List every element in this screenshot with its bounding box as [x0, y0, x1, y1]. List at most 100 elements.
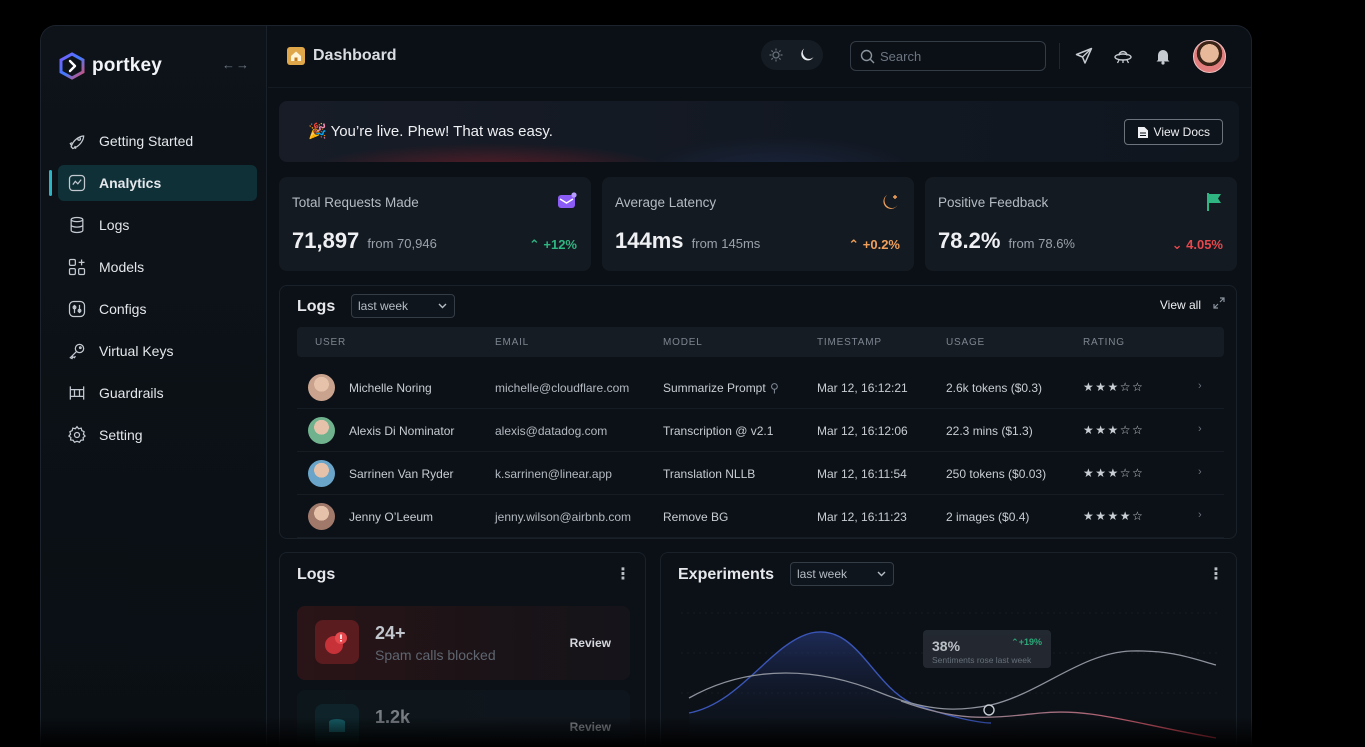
more-options-icon[interactable]: ⋮: [615, 566, 631, 583]
table-row[interactable]: Alexis Di Nominator alexis@datadog.com Tra…: [297, 409, 1224, 452]
sidebar-item-virtual-keys[interactable]: Virtual Keys: [58, 333, 257, 369]
header-divider: [1059, 43, 1060, 69]
expand-icon[interactable]: [1213, 297, 1225, 309]
view-all-link[interactable]: View all: [1159, 298, 1201, 312]
sidebar-item-logs[interactable]: Logs: [58, 207, 257, 243]
spam-alert-item[interactable]: 24+ Spam calls blocked Review: [297, 606, 630, 680]
bell-icon[interactable]: [1154, 47, 1172, 65]
sidebar-item-label: Logs: [99, 217, 130, 233]
user-avatar[interactable]: [1193, 40, 1226, 73]
document-icon: [1137, 126, 1148, 138]
stat-card-positive-feedback[interactable]: Positive Feedback 78.2% from 78.6% ⌄ 4.0…: [925, 177, 1237, 271]
usage: 22.3 mins ($1.3): [946, 424, 1033, 438]
chevron-right-icon[interactable]: ›: [1198, 423, 1202, 435]
sidebar-item-guardrails[interactable]: Guardrails: [58, 375, 257, 411]
chevron-down-icon: [877, 571, 886, 577]
column-header-user[interactable]: USER: [315, 337, 346, 348]
key-icon: [69, 343, 85, 360]
stat-delta-value: 4.05%: [1186, 237, 1223, 252]
guardrail-icon: [69, 386, 85, 400]
sidebar-item-models[interactable]: Models: [58, 249, 257, 285]
search-input[interactable]: [880, 48, 1030, 64]
grid-plus-icon: [68, 258, 86, 276]
experiments-title: Experiments: [678, 566, 775, 583]
logs-range-value: last week: [358, 299, 409, 313]
table-row[interactable]: Sarrinen Van Ryder k.sarrinen@linear.app T…: [297, 452, 1224, 495]
chevron-right-icon[interactable]: ›: [1198, 509, 1202, 521]
user-email: alexis@datadog.com: [495, 424, 608, 438]
moon-stars-icon: [883, 195, 898, 209]
table-row[interactable]: Michelle Noring michelle@cloudflare.com Su…: [297, 366, 1224, 409]
chevron-down-icon: [438, 303, 447, 309]
usage: 2 images ($0.4): [946, 510, 1030, 524]
chart-highlight-point[interactable]: [983, 704, 995, 716]
sidebar-item-getting-started[interactable]: Getting Started: [58, 123, 257, 159]
logs-table-title: Logs: [297, 298, 336, 315]
review-button[interactable]: Review: [569, 720, 611, 734]
tooltip-delta-value: +19%: [1018, 637, 1042, 647]
timestamp: Mar 12, 16:11:23: [817, 510, 907, 524]
logs-range-select[interactable]: last week: [351, 294, 455, 318]
sliders-icon: [68, 300, 86, 318]
stat-label: Total Requests Made: [292, 195, 419, 210]
user-email: michelle@cloudflare.com: [495, 381, 630, 395]
experiments-chart: [681, 612, 1221, 747]
stat-delta-value: +12%: [543, 237, 577, 252]
tooltip-delta: ⌃+19%: [1011, 637, 1042, 648]
brand-logo[interactable]: portkey: [58, 52, 162, 80]
stat-value-number: 144ms: [615, 228, 684, 253]
review-button[interactable]: Review: [569, 636, 611, 650]
sidebar-item-label: Configs: [99, 301, 147, 317]
sidebar-item-label: Virtual Keys: [99, 343, 174, 359]
column-header-timestamp[interactable]: TIMESTAMP: [817, 337, 882, 348]
avatar: [308, 417, 335, 444]
chevron-right-icon[interactable]: ›: [1198, 380, 1202, 392]
series-line-blue: [688, 631, 992, 724]
second-alert-item[interactable]: 1.2k Review: [297, 690, 630, 747]
database-icon: [315, 704, 359, 747]
column-header-rating[interactable]: RATING: [1083, 337, 1125, 348]
stat-label: Average Latency: [615, 195, 717, 210]
user-name: Jenny O’Leeum: [349, 510, 434, 524]
second-count: 1.2k: [375, 707, 411, 727]
theme-toggle[interactable]: [761, 40, 823, 70]
user-name: Alexis Di Nominator: [349, 424, 455, 438]
table-header: USER EMAIL MODEL TIMESTAMP USAGE RATING: [297, 327, 1224, 357]
experiments-card: Experiments last week ⋮ 38% ⌃+19% Sentim…: [660, 552, 1237, 747]
column-header-model[interactable]: MODEL: [663, 337, 703, 348]
stat-card-total-requests[interactable]: Total Requests Made 71,897 from 70,946 ⌃…: [279, 177, 591, 271]
collapse-sidebar-icon[interactable]: ←→: [222, 57, 250, 72]
pin-icon: ⚲: [770, 381, 779, 395]
stat-value-number: 71,897: [292, 228, 360, 253]
column-header-email[interactable]: EMAIL: [495, 337, 530, 348]
sidebar-item-label: Guardrails: [99, 385, 164, 401]
arrow-up-icon: ⌃: [528, 237, 540, 252]
sidebar-item-analytics[interactable]: Analytics: [49, 165, 257, 201]
stat-value: 144ms from 145ms: [615, 228, 760, 254]
banner-text: 🎉 You’re live. Phew! That was easy.: [308, 123, 553, 140]
stat-value: 78.2% from 78.6%: [938, 228, 1075, 254]
model-name: Translation NLLB: [663, 467, 756, 481]
stat-from: from 70,946: [367, 236, 437, 251]
usage: 250 tokens ($0.03): [946, 467, 1047, 481]
logs-summary-card: Logs ⋮ 24+ Spam calls blocked Review 1.2…: [279, 552, 646, 747]
sun-icon[interactable]: [768, 47, 784, 63]
search-box[interactable]: [850, 41, 1046, 71]
view-docs-button[interactable]: View Docs: [1123, 119, 1223, 145]
rating-stars: ★★★☆☆: [1083, 423, 1145, 437]
table-row[interactable]: Jenny O’Leeum jenny.wilson@airbnb.com Remo…: [297, 495, 1224, 538]
stat-from: from 145ms: [691, 236, 761, 251]
stat-label: Positive Feedback: [938, 195, 1049, 210]
experiments-range-select[interactable]: last week: [790, 562, 894, 586]
stat-card-average-latency[interactable]: Average Latency 144ms from 145ms ⌃ +0.2%: [602, 177, 914, 271]
column-header-usage[interactable]: USAGE: [946, 337, 986, 348]
sidebar-item-setting[interactable]: Setting: [58, 417, 257, 453]
chevron-right-icon[interactable]: ›: [1198, 466, 1202, 478]
moon-icon[interactable]: [798, 46, 816, 64]
send-icon[interactable]: [1075, 47, 1093, 65]
stat-value: 71,897 from 70,946: [292, 228, 437, 254]
more-options-icon[interactable]: ⋮: [1208, 566, 1224, 583]
sidebar-item-configs[interactable]: Configs: [58, 291, 257, 327]
ufo-icon[interactable]: [1114, 47, 1132, 65]
success-banner: 🎉 You’re live. Phew! That was easy. View…: [279, 101, 1239, 162]
